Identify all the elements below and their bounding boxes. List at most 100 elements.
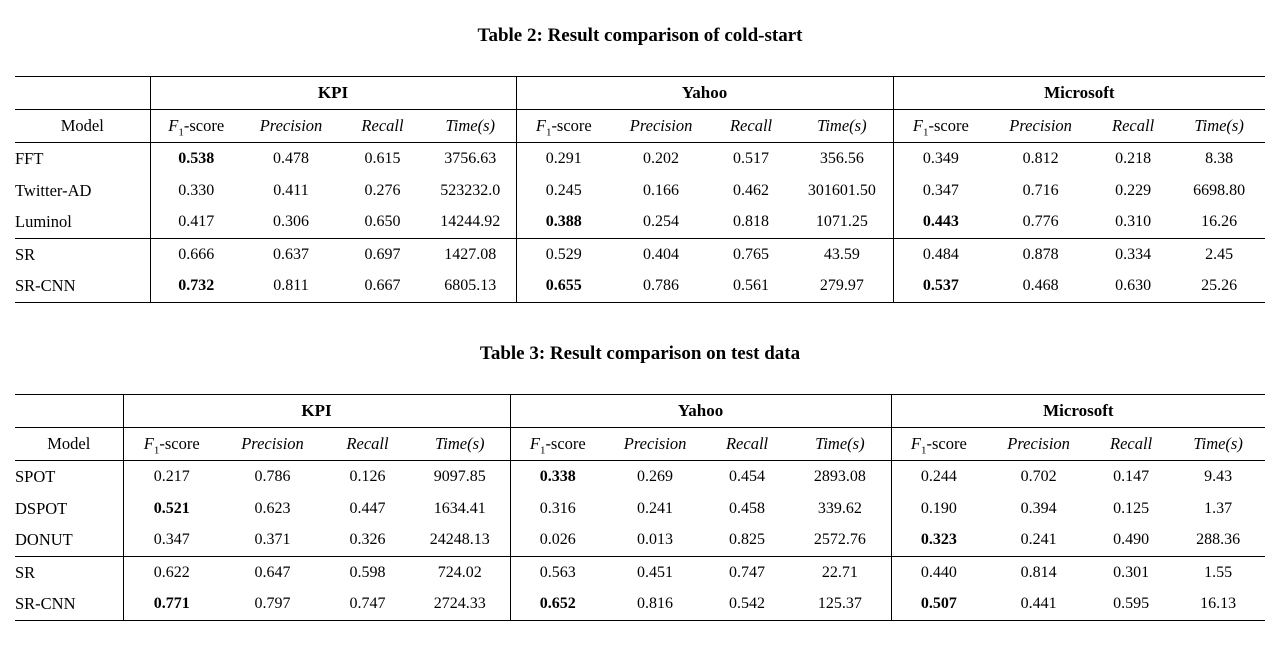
- metric-value: 0.814: [986, 556, 1092, 589]
- metric-value: 0.411: [273, 181, 309, 199]
- metric-value: 288.36: [1196, 531, 1241, 549]
- metric-value: 0.388: [515, 206, 612, 239]
- metric-value: 0.326: [349, 531, 386, 549]
- metric-value: 1.37: [1204, 499, 1233, 517]
- model-name: Luminol: [15, 212, 72, 232]
- column-header-row: Model F1-score Precision Recall Time(s) F1-sc…: [15, 427, 1266, 461]
- table-row: DONUT 0.347 0.371 0.326 24248.13 0.026 0.013 0.…: [15, 524, 1265, 557]
- metric-column-header: Recall: [711, 109, 792, 143]
- metric-value: 0.347: [892, 174, 989, 207]
- metric-column-header: Recall: [340, 109, 425, 143]
- table-caption: Table 3: Result comparison on test data: [479, 343, 801, 364]
- table-row: Twitter-AD 0.330 0.411 0.276 523232.0 0.245 0.…: [15, 174, 1265, 207]
- metric-value: 0.542: [729, 595, 766, 613]
- metric-value: 724.02: [410, 556, 511, 589]
- model-name: SR: [15, 238, 150, 271]
- dataset-group-header: Microsoft: [892, 76, 1266, 110]
- metric-value: 301601.50: [807, 181, 876, 199]
- metric-value: 24248.13: [429, 531, 490, 549]
- metric-value: 16.13: [1200, 595, 1237, 613]
- metric-value: 0.650: [364, 213, 401, 231]
- metric-value: 0.615: [364, 149, 401, 167]
- metric-value: 0.716: [1022, 181, 1059, 199]
- metric-value: 0.458: [729, 499, 766, 517]
- metric-value: 0.818: [733, 213, 770, 231]
- model-name: SPOT: [15, 466, 56, 486]
- column-header-row: Model F1-score Precision Recall Time(s) F1-sc…: [15, 109, 1266, 143]
- metric-value: 339.62: [817, 499, 862, 517]
- metric-value: 0.269: [637, 467, 674, 485]
- metric-value: 9.43: [1204, 467, 1233, 485]
- metric-value: 0.622: [122, 556, 220, 589]
- metric-column-header: F1-score: [149, 109, 242, 143]
- model-name: Twitter-AD: [15, 180, 92, 200]
- table-row: SR 0.666 0.637 0.697 1427.08 0.529 0.404 0.765 4…: [15, 238, 1266, 271]
- metric-value: 0.245: [515, 174, 612, 207]
- metric-value: 0.598: [325, 556, 410, 589]
- metric-value: 0.478: [273, 149, 309, 167]
- group-header-row: KPI Yahoo Microsoft: [15, 76, 1266, 110]
- metric-column-header: F1-score: [515, 109, 612, 143]
- metric-value: 0.747: [349, 595, 386, 613]
- metric-value: 0.276: [364, 181, 401, 199]
- metric-column-header: F1-score: [509, 427, 606, 461]
- metric-column-header: Time(s): [1173, 109, 1266, 143]
- metric-value: 0.462: [733, 181, 770, 199]
- metric-value: 8.38: [1205, 149, 1234, 167]
- metric-column-header: Precision: [986, 427, 1092, 461]
- metric-value: 0.190: [890, 492, 987, 525]
- metric-value: 0.310: [1115, 213, 1152, 231]
- metric-value: 0.517: [733, 149, 770, 167]
- metric-value: 0.484: [892, 238, 989, 271]
- table-row: DSPOT 0.521 0.623 0.447 1634.41 0.316 0.241 0.4…: [15, 492, 1265, 525]
- metric-value: 0.595: [1113, 595, 1150, 613]
- metric-value: 6805.13: [444, 277, 497, 295]
- metric-value: 9097.85: [433, 467, 486, 485]
- metric-value: 0.647: [220, 556, 325, 589]
- metric-column-header: Recall: [705, 427, 790, 461]
- dataset-group-header: KPI: [122, 394, 511, 428]
- table-row: SPOT 0.217 0.786 0.126 9097.85 0.338 0.269 0.45…: [15, 460, 1265, 493]
- metric-value: 0.244: [890, 460, 987, 493]
- metric-value: 0.440: [890, 556, 987, 589]
- metric-value: 0.323: [890, 524, 987, 557]
- table-row: Luminol 0.417 0.306 0.650 14244.92 0.388 0.254…: [15, 206, 1265, 239]
- table-row: SR-CNN 0.732 0.811 0.667 6805.13 0.655 0.786 0.…: [15, 270, 1265, 303]
- metric-value: 0.338: [509, 460, 606, 493]
- metric-value: 2893.08: [813, 467, 866, 485]
- metric-value: 0.349: [892, 142, 989, 175]
- metric-value: 0.521: [122, 492, 220, 525]
- metric-value: 0.490: [1113, 531, 1150, 549]
- metric-value: 0.394: [1020, 499, 1057, 517]
- metric-value: 2.45: [1173, 238, 1266, 271]
- metric-column-header: Time(s): [425, 109, 517, 143]
- metric-value: 0.229: [1115, 181, 1152, 199]
- metric-value: 0.697: [340, 238, 425, 271]
- metric-value: 0.330: [149, 174, 242, 207]
- table-row: FFT 0.538 0.478 0.615 3756.63 0.291 0.202 0.517…: [15, 142, 1265, 175]
- metric-value: 1427.08: [425, 238, 517, 271]
- metric-column-header: Time(s): [789, 427, 892, 461]
- metric-column-header: Recall: [325, 427, 410, 461]
- metric-column-header: Precision: [988, 109, 1094, 143]
- metric-value: 0.125: [1113, 499, 1150, 517]
- metric-value: 0.417: [149, 206, 242, 239]
- model-column-header: Model: [15, 109, 150, 143]
- metric-value: 0.291: [515, 142, 612, 175]
- metric-column-header: Recall: [1093, 109, 1174, 143]
- metric-value: 0.732: [149, 270, 242, 303]
- corner-cell: [15, 76, 150, 110]
- table-2-container: KPI Yahoo Microsoft Model F1-score Precision R…: [15, 76, 1266, 303]
- metric-value: 0.447: [349, 499, 386, 517]
- metric-value: 0.878: [988, 238, 1094, 271]
- metric-column-header: Precision: [611, 109, 712, 143]
- metric-column-header: Precision: [242, 109, 340, 143]
- group-header-row: KPI Yahoo Microsoft: [15, 394, 1266, 428]
- metric-value: 0.563: [509, 556, 606, 589]
- metric-value: 125.37: [817, 595, 862, 613]
- dataset-group-header: Yahoo: [509, 394, 892, 428]
- metric-value: 1.55: [1171, 556, 1266, 589]
- model-name: DONUT: [15, 530, 73, 550]
- metric-value: 2572.76: [813, 531, 866, 549]
